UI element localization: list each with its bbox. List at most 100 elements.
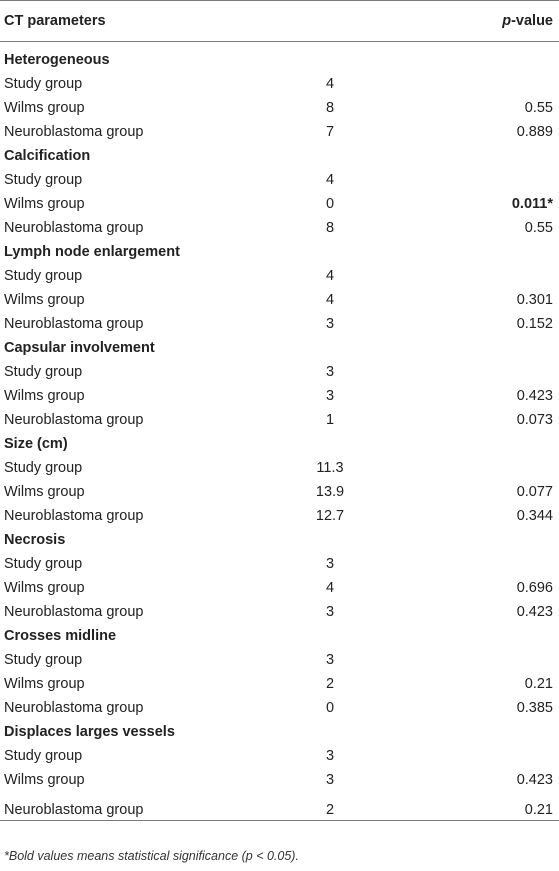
- row-p-value: 0.073: [516, 412, 553, 428]
- row-value: 2: [325, 676, 335, 692]
- table-body: Heterogeneous Study group 4 Wilms group 8 0.5…: [0, 48, 559, 820]
- table-row: Wilms group 8 0.55: [0, 96, 559, 120]
- table-row: Study group 3: [0, 744, 559, 768]
- table-row: Study group 3: [0, 552, 559, 576]
- row-group-label: Study group: [4, 460, 83, 476]
- row-value: 4: [325, 580, 335, 596]
- table-row: Neuroblastoma group 3 0.152: [0, 312, 559, 336]
- row-value: 3: [325, 388, 335, 404]
- top-rule: [0, 0, 559, 1]
- row-p-value: 0.077: [516, 484, 553, 500]
- row-value: 3: [325, 364, 335, 380]
- row-p-value: 0.344: [516, 508, 553, 524]
- row-value: 4: [325, 268, 335, 284]
- row-value: 3: [325, 772, 335, 788]
- row-value: 7: [325, 124, 335, 140]
- table-row: Wilms group 3 0.423: [0, 768, 559, 792]
- row-value: 4: [325, 292, 335, 308]
- section-title: Lymph node enlargement: [4, 244, 180, 260]
- ct-parameters-table: CT parameters p-value Heterogeneous Study…: [0, 0, 559, 821]
- row-group-label: Study group: [4, 172, 83, 188]
- row-group-label: Neuroblastoma group: [4, 604, 144, 620]
- header-p-value: p-value: [502, 13, 553, 29]
- table-row: Neuroblastoma group 0 0.385: [0, 696, 559, 720]
- table-footnote: *Bold values means statistical significa…: [4, 849, 299, 863]
- row-value: 1: [325, 412, 335, 428]
- row-group-label: Wilms group: [4, 580, 85, 596]
- row-group-label: Neuroblastoma group: [4, 700, 144, 716]
- row-group-label: Study group: [4, 76, 83, 92]
- row-group-label: Wilms group: [4, 388, 85, 404]
- row-p-value: 0.21: [524, 802, 553, 818]
- row-p-value: 0.423: [516, 772, 553, 788]
- row-value: 3: [325, 556, 335, 572]
- row-value: 8: [325, 100, 335, 116]
- bottom-rule: [0, 820, 559, 821]
- row-group-label: Neuroblastoma group: [4, 124, 144, 140]
- section-title: Size (cm): [4, 436, 68, 452]
- row-p-value: 0.423: [516, 388, 553, 404]
- row-p-value: 0.55: [524, 100, 553, 116]
- section-header-row: Calcification: [0, 144, 559, 168]
- table-row: Study group 4: [0, 264, 559, 288]
- table-row: Study group 3: [0, 648, 559, 672]
- row-value: 11.3: [316, 460, 344, 476]
- table-row: Neuroblastoma group 1 0.073: [0, 408, 559, 432]
- row-value: 3: [325, 748, 335, 764]
- row-p-value: 0.696: [516, 580, 553, 596]
- section-title: Capsular involvement: [4, 340, 155, 356]
- row-group-label: Study group: [4, 556, 83, 572]
- row-value: 3: [325, 652, 335, 668]
- row-value: 4: [325, 172, 335, 188]
- table-row: Study group 11.3: [0, 456, 559, 480]
- row-group-label: Wilms group: [4, 292, 85, 308]
- row-group-label: Study group: [4, 652, 83, 668]
- row-value: 0: [325, 196, 335, 212]
- row-group-label: Wilms group: [4, 196, 85, 212]
- section-title: Crosses midline: [4, 628, 117, 644]
- row-value: 12.7: [315, 508, 345, 524]
- row-group-label: Wilms group: [4, 772, 85, 788]
- row-p-value: 0.21: [524, 676, 553, 692]
- table-row: Wilms group 4 0.301: [0, 288, 559, 312]
- row-value: 13.9: [315, 484, 345, 500]
- row-value: 4: [325, 76, 335, 92]
- table-row: Wilms group 13.9 0.077: [0, 480, 559, 504]
- section-title: Calcification: [4, 148, 91, 164]
- row-group-label: Neuroblastoma group: [4, 412, 144, 428]
- row-p-value: 0.55: [524, 220, 553, 236]
- header-p-italic: p: [502, 13, 512, 29]
- section-header-row: Heterogeneous: [0, 48, 559, 72]
- row-p-value: 0.152: [516, 316, 553, 332]
- table-row: Wilms group 0 0.011*: [0, 192, 559, 216]
- row-p-value: 0.423: [516, 604, 553, 620]
- table-row: Neuroblastoma group 7 0.889: [0, 120, 559, 144]
- section-title: Heterogeneous: [4, 52, 110, 68]
- section-header-row: Necrosis: [0, 528, 559, 552]
- section-title: Necrosis: [4, 532, 66, 548]
- section-header-row: Lymph node enlargement: [0, 240, 559, 264]
- row-group-label: Wilms group: [4, 676, 85, 692]
- row-value: 3: [325, 316, 335, 332]
- header-ct-parameters: CT parameters: [4, 13, 106, 29]
- table-row: Neuroblastoma group 3 0.423: [0, 600, 559, 624]
- row-group-label: Neuroblastoma group: [4, 802, 144, 818]
- row-group-label: Wilms group: [4, 100, 85, 116]
- table-row: Neuroblastoma group 12.7 0.344: [0, 504, 559, 528]
- row-group-label: Neuroblastoma group: [4, 508, 144, 524]
- section-header-row: Size (cm): [0, 432, 559, 456]
- header-rule: [0, 41, 559, 42]
- row-group-label: Study group: [4, 268, 83, 284]
- row-group-label: Wilms group: [4, 484, 85, 500]
- row-group-label: Neuroblastoma group: [4, 316, 144, 332]
- section-header-row: Capsular involvement: [0, 336, 559, 360]
- section-title: Displaces larges vessels: [4, 724, 175, 740]
- row-group-label: Study group: [4, 748, 83, 764]
- table-row: Wilms group 4 0.696: [0, 576, 559, 600]
- row-value: 3: [325, 604, 335, 620]
- row-p-value: 0.301: [516, 292, 553, 308]
- table-row: Study group 3: [0, 360, 559, 384]
- header-p-rest: -value: [511, 13, 553, 29]
- table-row: Wilms group 3 0.423: [0, 384, 559, 408]
- row-value: 0: [325, 700, 335, 716]
